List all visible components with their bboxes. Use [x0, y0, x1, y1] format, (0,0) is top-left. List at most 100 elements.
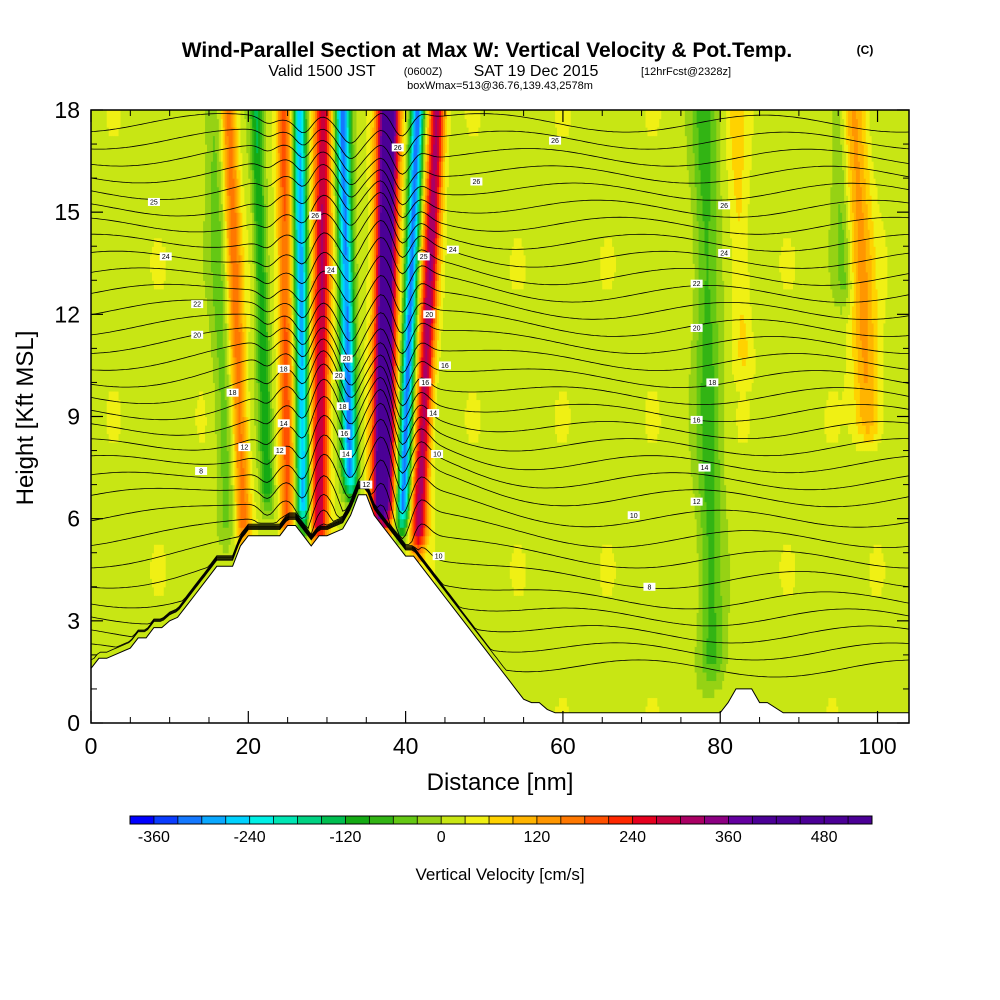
velocity-cell: [785, 237, 788, 290]
contour-label: 18: [277, 364, 290, 373]
velocity-cell: [287, 484, 291, 528]
velocity-cell: [342, 476, 346, 486]
velocity-cell: [478, 433, 481, 707]
velocity-cell: [234, 127, 238, 171]
velocity-cell: [437, 212, 440, 239]
velocity-cell: [478, 399, 481, 435]
velocity-cell: [735, 390, 739, 409]
velocity-cell: [210, 161, 214, 273]
velocity-cell: [515, 110, 519, 239]
velocity-cell: [230, 382, 234, 426]
velocity-cell: [718, 688, 721, 723]
velocity-cell: [741, 110, 745, 171]
velocity-cell: [326, 305, 330, 375]
velocity-cell: [415, 178, 419, 205]
velocity-cell: [747, 433, 751, 707]
velocity-cell: [295, 518, 299, 528]
velocity-cell: [749, 110, 753, 171]
velocity-cell: [417, 407, 420, 426]
velocity-cell: [358, 348, 361, 460]
velocity-cell: [201, 110, 204, 392]
velocity-cell: [112, 390, 116, 443]
velocity-cell: [370, 314, 373, 375]
velocity-cell: [226, 373, 230, 452]
velocity-cell: [210, 110, 214, 162]
velocity-cell: [228, 339, 232, 375]
velocity-cell: [783, 288, 786, 545]
velocity-cell: [393, 510, 397, 520]
velocity-cell: [356, 263, 360, 358]
velocity-cell: [690, 212, 694, 341]
velocity-cell: [503, 110, 507, 723]
velocity-cell: [749, 305, 753, 392]
velocity-cell: [319, 527, 322, 537]
velocity-cell: [238, 331, 242, 443]
velocity-cell: [861, 356, 865, 426]
velocity-cell: [271, 186, 275, 409]
velocity-cell: [397, 110, 401, 162]
velocity-cell: [356, 110, 360, 264]
velocity-cell: [439, 212, 442, 239]
velocity-cell: [425, 297, 428, 384]
velocity-cell: [409, 425, 413, 443]
velocity-cell: [116, 110, 120, 137]
velocity-cell: [411, 425, 415, 435]
velocity-cell: [338, 110, 342, 145]
velocity-cell: [431, 135, 434, 154]
velocity-cell: [266, 493, 269, 503]
velocity-cell: [791, 110, 794, 247]
velocity-cell: [208, 110, 212, 332]
svg-text:12: 12: [362, 482, 370, 489]
velocity-cell: [407, 246, 411, 264]
velocity-cell: [301, 110, 304, 179]
velocity-cell: [441, 110, 444, 137]
velocity-cell: [647, 442, 651, 699]
velocity-cell: [228, 110, 232, 196]
velocity-cell: [407, 229, 411, 247]
velocity-cell: [254, 178, 257, 222]
velocity-cell: [405, 467, 409, 486]
velocity-cell: [425, 450, 428, 477]
velocity-cell: [352, 144, 356, 239]
velocity-cell: [429, 339, 432, 367]
contour-label: 12: [273, 446, 286, 455]
velocity-cell: [248, 110, 251, 120]
velocity-cell: [834, 442, 837, 699]
velocity-cell: [846, 237, 849, 298]
theta-contour-line: [91, 178, 909, 219]
velocity-cell: [401, 382, 405, 401]
colorbar-swatch: [201, 816, 227, 824]
velocity-cell: [419, 339, 422, 358]
velocity-cell: [309, 467, 312, 511]
velocity-cell: [779, 271, 782, 562]
velocity-cell: [507, 110, 511, 723]
velocity-cell: [207, 110, 210, 315]
velocity-cell: [289, 356, 293, 528]
velocity-cell: [895, 110, 898, 723]
velocity-cell: [264, 203, 267, 273]
colorbar-swatch: [824, 816, 849, 824]
velocity-cell: [354, 493, 358, 503]
velocity-cell: [354, 450, 358, 477]
velocity-cell: [724, 110, 727, 486]
velocity-cell: [195, 407, 198, 426]
velocity-cell: [421, 169, 424, 179]
contour-label: 12: [238, 443, 251, 452]
velocity-cell: [334, 161, 338, 196]
velocity-cell: [417, 425, 420, 452]
velocity-cell: [309, 288, 312, 469]
contour-label: 20: [340, 354, 353, 363]
velocity-cell: [344, 493, 348, 503]
velocity-cell: [328, 322, 332, 409]
velocity-cell: [407, 476, 411, 494]
velocity-cell: [248, 331, 251, 392]
velocity-cell: [423, 527, 426, 537]
velocity-cell: [205, 152, 208, 298]
velocity-cell: [242, 535, 245, 545]
velocity-cell: [354, 322, 358, 375]
velocity-cell: [224, 527, 228, 554]
velocity-cell: [863, 450, 867, 723]
velocity-cell: [148, 110, 151, 723]
velocity-cell: [423, 237, 426, 256]
